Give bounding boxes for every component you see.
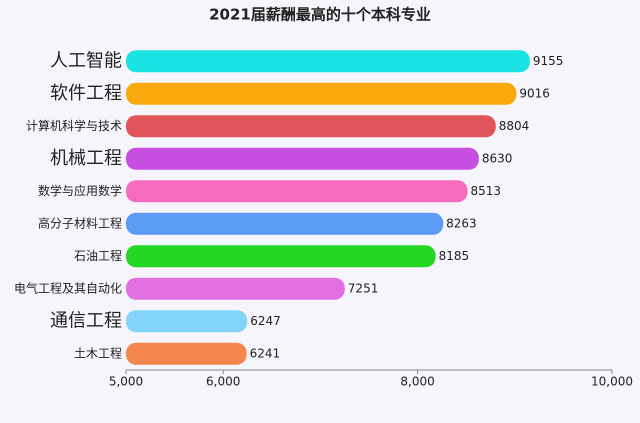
y-tick-label: 通信工程	[50, 310, 122, 331]
bar	[126, 342, 247, 365]
y-tick-label: 数学与应用数学	[38, 183, 122, 198]
y-tick-label: 软件工程	[50, 83, 122, 104]
bar	[126, 115, 496, 138]
x-tick-label: 8,000	[400, 375, 434, 389]
value-label: 8513	[470, 184, 501, 198]
bar	[126, 212, 444, 235]
value-label: 9155	[533, 54, 564, 68]
value-label: 8804	[499, 119, 530, 133]
bar	[126, 82, 517, 105]
y-tick-label: 电气工程及其自动化	[14, 280, 122, 295]
y-tick-label: 石油工程	[74, 248, 122, 263]
value-label: 8630	[482, 151, 513, 165]
x-tick-label: 10,000	[591, 375, 633, 389]
x-tick-label: 5,000	[109, 375, 143, 389]
bar	[126, 245, 436, 268]
y-tick-label: 机械工程	[50, 148, 122, 169]
value-label: 9016	[519, 86, 550, 100]
value-label: 8185	[439, 249, 470, 263]
value-label: 8263	[446, 216, 477, 230]
x-tick-label: 6,000	[206, 375, 240, 389]
bar	[126, 147, 479, 170]
y-tick-label: 计算机科学与技术	[26, 118, 122, 133]
y-tick-label: 土木工程	[74, 345, 122, 360]
value-label: 6247	[250, 314, 281, 328]
value-label: 7251	[348, 281, 379, 295]
bar	[126, 277, 345, 300]
bar	[126, 50, 530, 73]
y-tick-label: 高分子材料工程	[38, 215, 122, 230]
value-label: 6241	[250, 346, 281, 360]
bar	[126, 310, 248, 333]
bar	[126, 180, 468, 203]
y-tick-label: 人工智能	[50, 50, 122, 71]
chart-title: 2021届薪酬最高的十个本科专业	[209, 6, 431, 24]
